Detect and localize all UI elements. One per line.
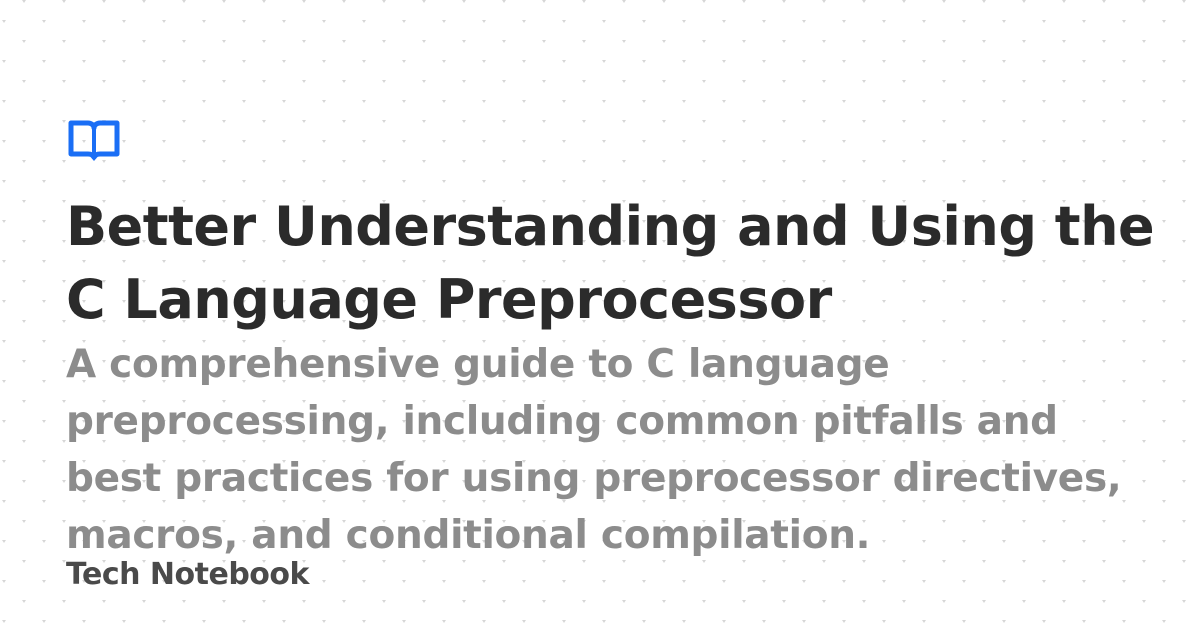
open-book-icon bbox=[66, 118, 122, 162]
page-description: A comprehensive guide to C language prep… bbox=[66, 342, 1122, 558]
site-name: Tech Notebook bbox=[66, 557, 309, 592]
page-title: Better Understanding and Using the C Lan… bbox=[66, 195, 1155, 331]
